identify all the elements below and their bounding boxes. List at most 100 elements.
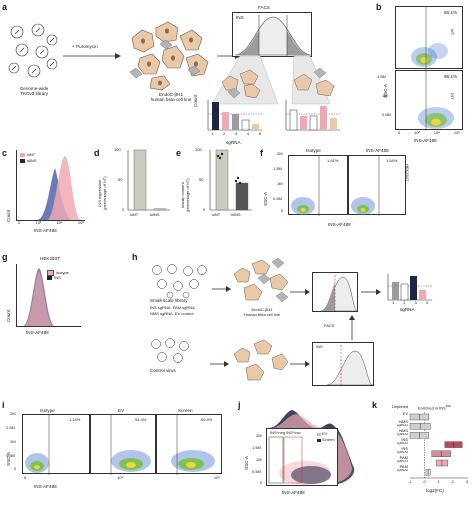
i-ytick: 0 [14,466,17,471]
k-enriched-sup: low [445,404,451,408]
d-ytick: 0 [122,207,125,212]
k-row-sub: sgRNA1 [396,423,408,427]
f-title-isotype: Isotype [306,148,321,153]
i-scatter-screen [171,415,215,475]
k-xtick: 1 [437,479,440,484]
i-scatter-ev [110,415,151,475]
legend-label: siINS [27,158,37,163]
k-xlabel: log2(FC) [426,488,444,493]
sorted-cells-right [293,67,335,97]
c-xtick: 10⁴ [56,220,63,225]
e-ylabel: Insulin content (percentage of NT) [180,178,190,212]
legend-swatch [317,438,321,442]
f-title-ins: INS-AF488 [366,148,389,153]
tick: 3 [414,300,417,305]
i-scatter-isotype [25,415,50,475]
d-ytick: 100 [114,147,121,152]
c-ylabel: Count [6,209,11,222]
d-bar [153,208,167,211]
panel-label-f: f [260,148,263,158]
tick: 4 [246,131,250,136]
k-enriched-text: Enriched in INS [418,405,446,411]
k-row-label: EV [402,411,408,416]
c-xticks: 0 10³ 10⁴ 10⁵ [18,220,84,226]
legend-swatch [47,270,54,276]
j-ytick: 1.5M [252,445,261,450]
panel-label-c: c [2,148,8,158]
h-cells [233,257,289,303]
h-library-label: Small-scale library [150,298,188,303]
j-ytick: 1M [256,457,262,462]
i-title: EV [118,408,125,413]
f-plot-ins: 1.54% [348,155,406,216]
ins-label: INS [236,15,244,20]
b-xlabel: INS-AF488 [414,138,437,143]
d-bar [133,149,147,211]
b-ytick: 1M [382,93,388,98]
f-ytick: 0.5M [273,196,282,201]
puromycin-label: + Puromycin [72,44,98,49]
c-legend-item: siINS [20,158,37,164]
k-depleted: Depleted [392,404,409,409]
panel-label-a: a [2,2,8,12]
b-scatter-bottom [418,71,454,131]
e-ytick: 100 [195,147,202,152]
f-xlabel: INS-AF488 [328,222,351,227]
k-row-label: PAM [399,464,408,469]
i-title: Isotype [40,408,55,413]
f-ytick: 2M [277,151,283,156]
facs-histogram: INS [232,12,312,57]
g-histograms [23,268,55,326]
beta-cells-cluster [129,21,209,91]
sgrna-ticks: 1 2 3 4 5 [211,131,261,137]
tick: 4 [425,300,428,305]
g-plot: Isotype INS [16,264,81,327]
b-ytick: 1.5M [377,74,386,79]
j-gate-neg: INS^neg [270,430,286,435]
b-scatter-top [411,7,448,70]
h-item: PAM sgRNA [172,305,195,310]
j-xlabel: INS-AF488 [282,490,305,495]
i-pct: 1.14% [69,417,81,422]
k-row-sub: sgRNA2 [396,432,408,436]
legend-label: INS [54,275,61,280]
f-ins-pct: 1.54% [386,158,398,163]
h-item: NMS sgRNA [150,310,173,316]
k-row-label: NMS [399,428,408,433]
f-scatter-ins [351,156,380,216]
arrow [63,53,121,59]
j-ytick: 2M [256,433,262,438]
h-cell-label: EndoC-βH1 Human beta cell line [243,307,281,317]
j-top-histogram [268,410,336,428]
k-row-sub: sgRNA2 [396,450,408,454]
i-ytick: 1M [10,439,16,444]
j-gate-low: INS^low [286,430,301,435]
h-facs-top [312,272,358,312]
h-sgrna-label: sgRNA [400,307,415,312]
h-library-virus-icons [152,264,207,299]
c-legend-item: siNT [20,152,35,158]
b-plot-top: 56.1% WT [395,6,463,70]
panel-label-d: d [94,148,100,158]
j-legend-item: EV [317,431,327,437]
b-plot-bottom: 96.1% INT [395,70,463,131]
h-item: INS sgRNA [150,305,171,310]
legend-label: Screen [322,437,335,442]
panel-label-k: k [372,400,378,410]
i-plot-screen: 69.4% [156,414,222,475]
e-bar [235,182,249,211]
j-ytick: 0.5M [252,469,261,474]
h-facs-bottom-hist [326,345,374,386]
tick: 5 [258,131,261,136]
k-chart [409,412,468,479]
b-xticks: 0 10³ 10⁴ 10⁵ [398,130,460,136]
h-legend: INS sgRNA PAM sgRNA NMS sgRNA EV control [150,305,210,316]
h-item: EV control [174,310,194,316]
k-row-sub: sgRNA1 [396,459,408,463]
i-ytick: 1.5M [6,425,15,430]
h-ins-label: INS [316,344,323,349]
e-ytick: 0 [203,207,206,212]
d-ytick: 50 [118,177,123,182]
arrow-up [349,315,355,340]
panel-label-h: h [132,252,138,262]
